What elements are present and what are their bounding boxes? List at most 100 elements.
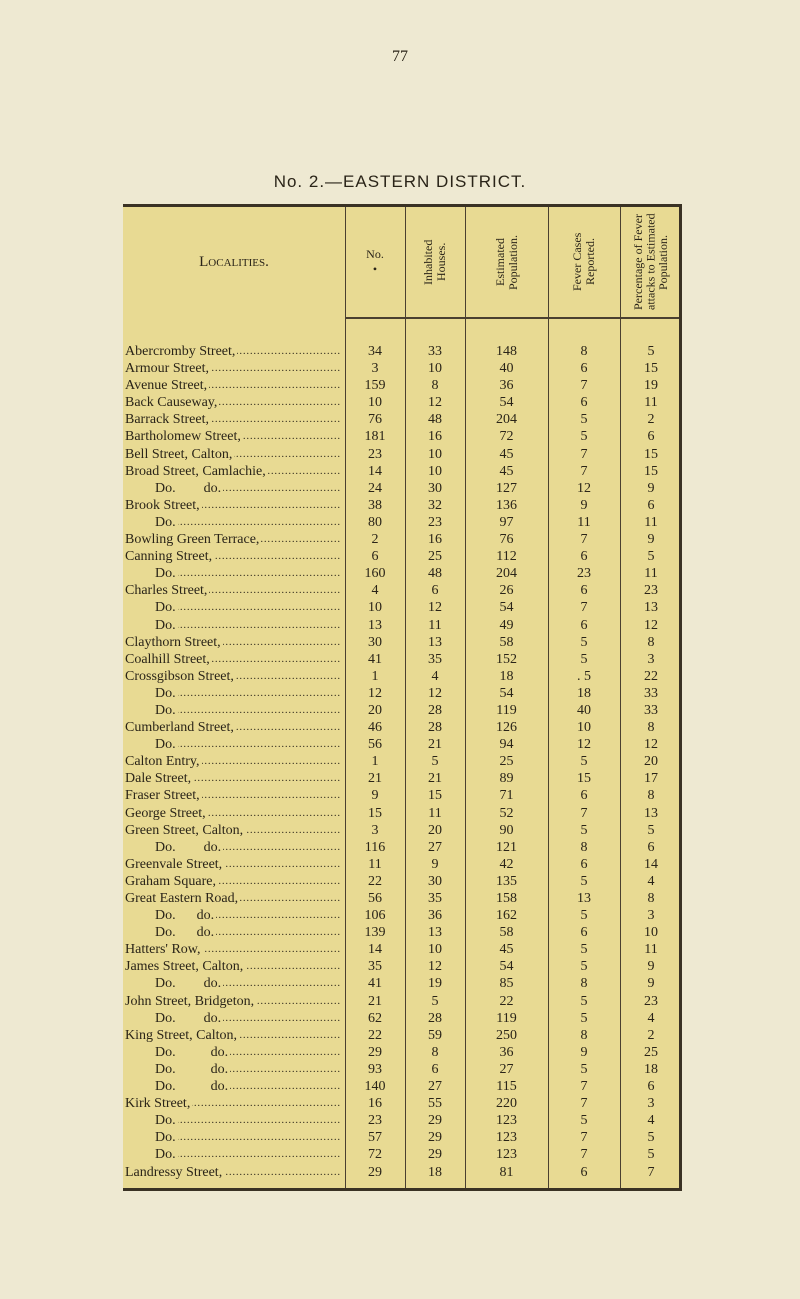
percentage-cell: 15 bbox=[644, 446, 658, 462]
locality-text: James Street, Calton, bbox=[125, 959, 244, 975]
dot-leader: ........................................… bbox=[209, 585, 341, 597]
no-cell: 29 bbox=[368, 1164, 382, 1180]
population-cell: 58 bbox=[499, 925, 514, 941]
no-cell: 1 bbox=[371, 754, 379, 770]
population-cell: 45 bbox=[499, 942, 514, 958]
dot-leader: ........................................… bbox=[178, 619, 341, 631]
percentage-cell: 18 bbox=[644, 1061, 658, 1077]
population-cell: 27 bbox=[499, 1061, 514, 1077]
dot-leader: ........................................… bbox=[178, 739, 341, 751]
table-row: James Street, Calton,...................… bbox=[123, 958, 679, 975]
dot-leader: ........................................… bbox=[218, 875, 341, 887]
percentage-cell: 6 bbox=[647, 839, 655, 855]
locality-text: Coalhill Street, bbox=[125, 651, 210, 667]
population-cell: 152 bbox=[496, 651, 517, 667]
table-row: Hatters' Row,...........................… bbox=[123, 941, 679, 958]
population-cell: 26 bbox=[499, 583, 514, 599]
no-cell: 24 bbox=[368, 480, 382, 496]
houses-cell: 59 bbox=[428, 1027, 442, 1043]
dot-leader: ........................................… bbox=[230, 1046, 341, 1058]
population-cell: 90 bbox=[499, 822, 514, 838]
percentage-cell: 15 bbox=[644, 463, 658, 479]
population-cell: 135 bbox=[496, 873, 517, 889]
locality-name: Bell Street, Calton,....................… bbox=[125, 446, 341, 463]
table-row: Do......................................… bbox=[123, 1112, 679, 1129]
no-cell: 140 bbox=[364, 1079, 386, 1095]
cases-cell: 7 bbox=[580, 1147, 588, 1163]
percentage-cell: 9 bbox=[647, 480, 655, 496]
percentage-cell: 4 bbox=[647, 873, 655, 889]
population-cell: 71 bbox=[499, 788, 514, 804]
dot-leader: ........................................… bbox=[245, 824, 341, 836]
locality-text: Barrack Street, bbox=[125, 412, 209, 428]
locality-name: Calton Entry,...........................… bbox=[125, 753, 341, 770]
no-cell: 76 bbox=[368, 412, 382, 428]
table-row: Greenvale Street,.......................… bbox=[123, 856, 679, 873]
percentage-cell: 22 bbox=[644, 668, 658, 684]
houses-cell: 4 bbox=[431, 668, 439, 684]
no-cell: 30 bbox=[368, 634, 382, 650]
table-row: Do. do..................................… bbox=[123, 1044, 679, 1061]
cases-cell: 12 bbox=[577, 480, 591, 496]
page-number: 77 bbox=[392, 48, 408, 65]
dot-leader: ........................................… bbox=[230, 1081, 341, 1093]
locality-text: Do. bbox=[155, 617, 176, 633]
percentage-cell: 15 bbox=[644, 361, 658, 377]
population-cell: 49 bbox=[499, 617, 514, 633]
population-cell: 36 bbox=[499, 378, 514, 394]
cases-cell: 7 bbox=[580, 446, 588, 462]
locality-text: Abercromby Street, bbox=[125, 344, 236, 359]
locality-text: Armour Street, bbox=[125, 361, 209, 377]
houses-cell: 30 bbox=[428, 873, 442, 889]
cases-cell: 6 bbox=[580, 1164, 588, 1180]
no-cell: 11 bbox=[368, 856, 382, 872]
table-row: Do. do..................................… bbox=[123, 924, 679, 941]
percentage-cell: 12 bbox=[644, 737, 658, 753]
houses-cell: 5 bbox=[431, 754, 439, 770]
no-cell: 20 bbox=[368, 702, 382, 718]
houses-cell: 13 bbox=[428, 634, 442, 650]
table-row: Calton Entry,...........................… bbox=[123, 753, 679, 770]
locality-name: Do. do..................................… bbox=[155, 480, 341, 497]
header-no: No. • bbox=[345, 207, 405, 317]
no-cell: 16 bbox=[368, 1096, 382, 1112]
population-cell: 94 bbox=[499, 737, 514, 753]
no-cell: 106 bbox=[364, 908, 386, 924]
percentage-cell: 8 bbox=[647, 788, 655, 804]
table-row: King Street, Calton,....................… bbox=[123, 1027, 679, 1044]
locality-name: Abercromby Street,......................… bbox=[125, 343, 341, 360]
dot-leader: ........................................… bbox=[210, 363, 341, 375]
cases-cell: 7 bbox=[580, 532, 588, 548]
locality-text: Claythorn Street, bbox=[125, 634, 221, 650]
no-cell: 72 bbox=[368, 1147, 382, 1163]
table-row: Bell Street, Calton,....................… bbox=[123, 446, 679, 463]
locality-name: George Street,..........................… bbox=[125, 805, 341, 822]
population-cell: 22 bbox=[499, 993, 514, 1009]
locality-name: Do......................................… bbox=[155, 599, 341, 616]
cases-cell: . 5 bbox=[577, 668, 591, 684]
locality-text: Bartholomew Street, bbox=[125, 429, 241, 445]
population-cell: 54 bbox=[499, 395, 514, 411]
dot-leader: ........................................… bbox=[245, 961, 341, 973]
cases-cell: 6 bbox=[580, 549, 588, 565]
no-cell: 21 bbox=[368, 771, 382, 787]
houses-cell: 28 bbox=[428, 702, 442, 718]
column-divider bbox=[405, 207, 406, 1188]
table-row: Armour Street,..........................… bbox=[123, 360, 679, 377]
locality-name: Bartholomew Street,.....................… bbox=[125, 428, 341, 445]
no-cell: 22 bbox=[368, 1027, 382, 1043]
cases-cell: 8 bbox=[580, 344, 588, 359]
houses-cell: 12 bbox=[428, 395, 442, 411]
percentage-cell: 8 bbox=[647, 634, 655, 650]
table-row: Charles Street,.........................… bbox=[123, 582, 679, 599]
locality-text: Avenue Street, bbox=[125, 378, 208, 394]
population-cell: 158 bbox=[496, 891, 517, 906]
table-row: Canning Street,.........................… bbox=[123, 548, 679, 565]
houses-cell: 19 bbox=[428, 976, 442, 992]
percentage-cell: 2 bbox=[647, 1027, 655, 1043]
houses-cell: 12 bbox=[428, 685, 442, 701]
no-cell: 56 bbox=[368, 891, 382, 906]
cases-cell: 7 bbox=[580, 1079, 588, 1095]
dot-leader: ........................................… bbox=[216, 927, 341, 939]
locality-text: Do. do. bbox=[155, 908, 215, 924]
